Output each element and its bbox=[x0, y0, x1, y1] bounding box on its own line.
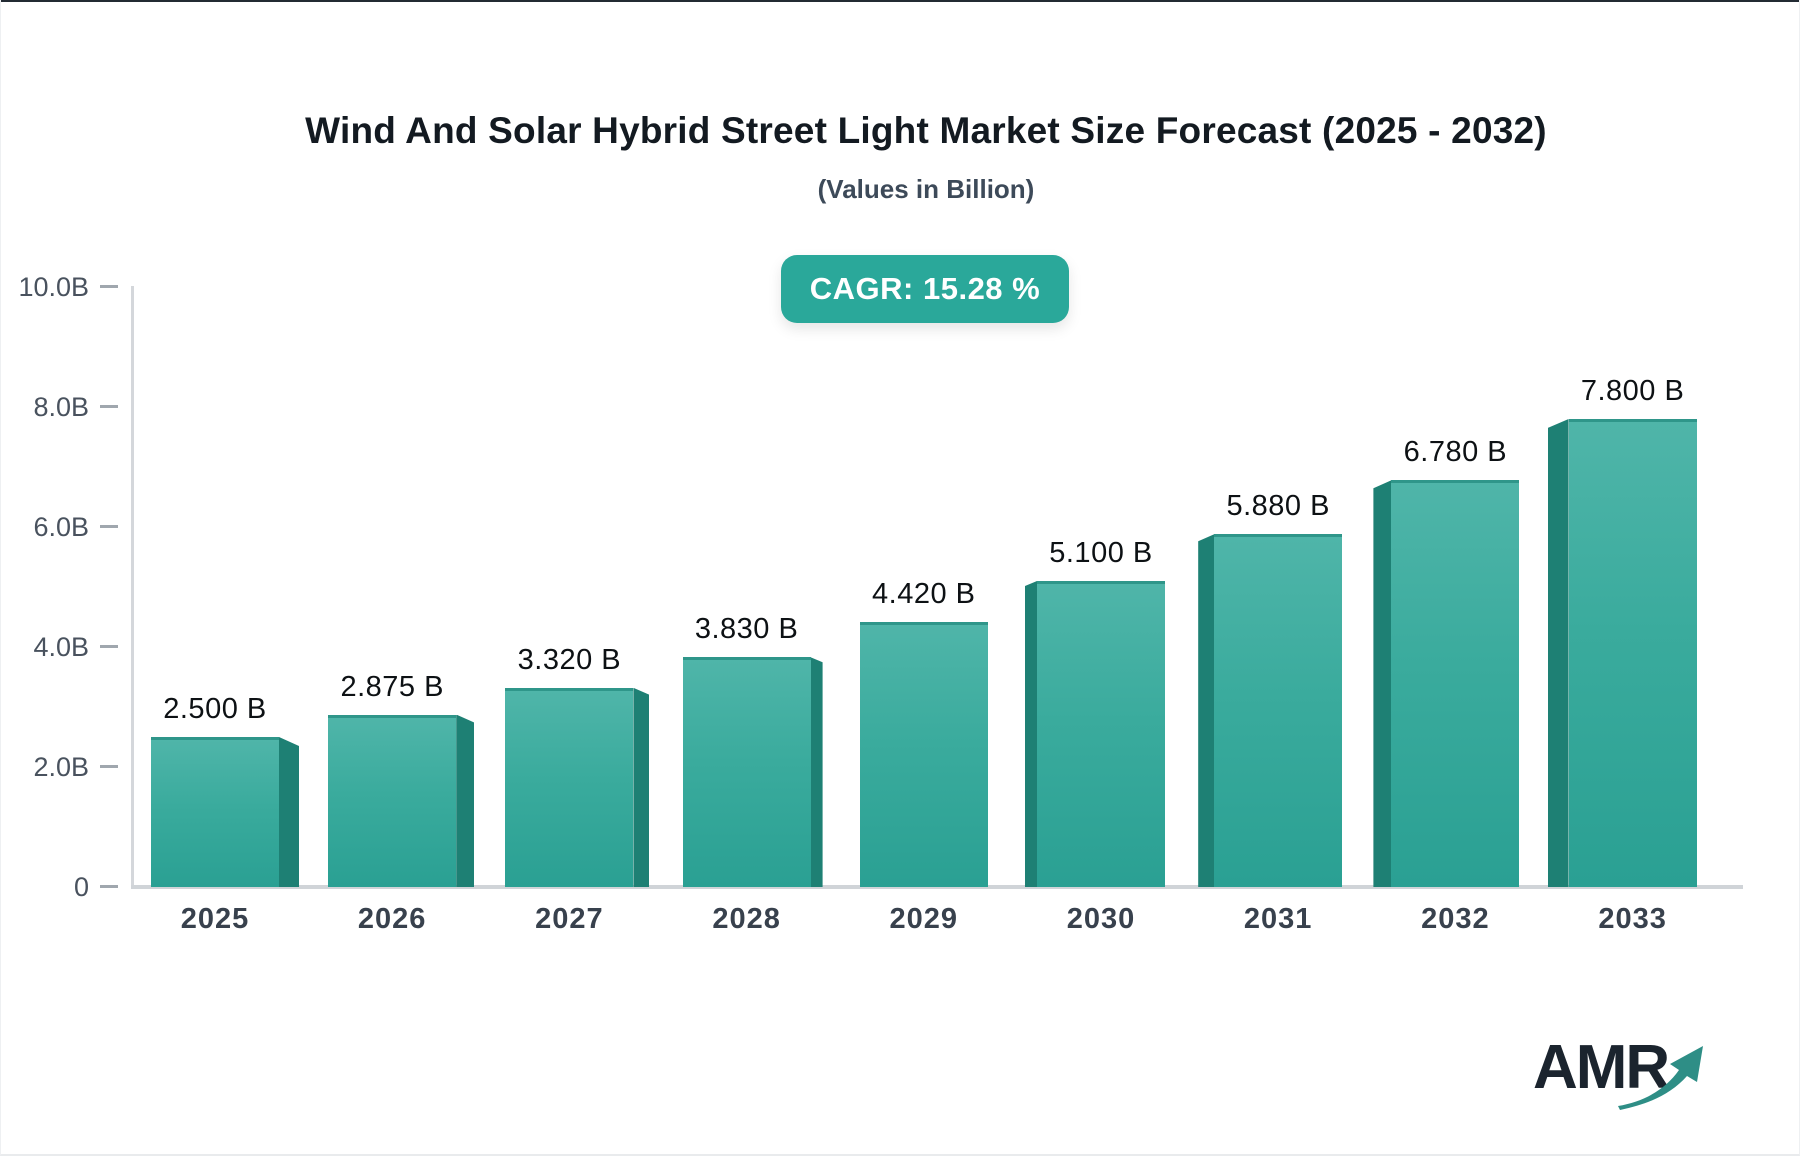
bar-value-label: 6.780 B bbox=[1403, 436, 1508, 469]
x-axis-label-2028: 2028 bbox=[712, 903, 781, 935]
bar-value-label: 5.100 B bbox=[1049, 537, 1153, 569]
bar-2025 bbox=[151, 737, 279, 887]
y-axis-tick bbox=[100, 525, 118, 528]
bar-2030 bbox=[1037, 581, 1165, 887]
bar-side-face bbox=[633, 687, 650, 887]
x-axis-line bbox=[131, 885, 1743, 889]
cagr-badge-label: CAGR: 15.28 % bbox=[809, 271, 1041, 306]
bar-side-face bbox=[1198, 534, 1215, 887]
top-edge-line bbox=[1, 0, 1799, 2]
bar-2031 bbox=[1214, 534, 1343, 887]
bar-value-label: 7.800 B bbox=[1580, 375, 1685, 407]
y-axis-label: 8.0B bbox=[33, 392, 89, 422]
bar-side-face bbox=[456, 714, 475, 887]
bar-value-label: 4.420 B bbox=[872, 577, 976, 610]
x-axis-label-2031: 2031 bbox=[1243, 903, 1313, 935]
bar-side-face bbox=[1373, 480, 1392, 887]
bar-side-face bbox=[1025, 581, 1037, 887]
bar-side-face bbox=[1547, 419, 1569, 887]
bar-side-face bbox=[279, 737, 299, 887]
bar-value-label: 2.500 B bbox=[163, 693, 267, 725]
y-axis-label: 10.0B bbox=[18, 272, 89, 302]
bar-2026 bbox=[328, 714, 457, 887]
y-axis-tick bbox=[100, 405, 118, 408]
x-axis-label-2032: 2032 bbox=[1421, 903, 1490, 935]
bar-value-label: 5.880 B bbox=[1226, 490, 1330, 523]
bar-side-face bbox=[810, 657, 823, 887]
y-axis-label: 4.0B bbox=[33, 632, 89, 662]
growth-arrow-icon bbox=[1618, 1046, 1703, 1110]
y-axis-tick bbox=[100, 885, 118, 888]
bar-value-label: 2.875 B bbox=[340, 670, 444, 703]
x-axis-label-2030: 2030 bbox=[1066, 903, 1136, 935]
cagr-badge: CAGR: 15.28 % bbox=[781, 255, 1069, 323]
amr-logo-text: AMR bbox=[1533, 1033, 1670, 1102]
x-axis-label-2027: 2027 bbox=[535, 903, 604, 935]
y-axis-line bbox=[131, 286, 134, 887]
bar-2032 bbox=[1391, 480, 1520, 887]
chart-header: Wind And Solar Hybrid Street Light Marke… bbox=[31, 0, 1800, 205]
bar-2033 bbox=[1568, 419, 1697, 887]
y-axis-label: 0 bbox=[73, 872, 89, 902]
y-axis-tick bbox=[100, 645, 118, 648]
bar-value-label: 3.830 B bbox=[694, 613, 799, 646]
y-axis-label: 2.0B bbox=[33, 752, 89, 782]
x-axis-label-2029: 2029 bbox=[889, 903, 959, 935]
chart-subtitle: (Values in Billion) bbox=[817, 174, 1035, 204]
bar-value-label: 3.320 B bbox=[517, 643, 622, 676]
x-axis-label-2026: 2026 bbox=[357, 903, 427, 935]
bar-2027 bbox=[505, 687, 634, 887]
bar-2029 bbox=[859, 621, 988, 887]
chart-title: Wind And Solar Hybrid Street Light Marke… bbox=[305, 110, 1547, 151]
bar-2028 bbox=[682, 657, 811, 887]
amr-logo: AMR bbox=[1533, 1032, 1733, 1122]
x-axis-label-2033: 2033 bbox=[1598, 903, 1667, 935]
x-axis-label-2025: 2025 bbox=[180, 903, 250, 935]
y-axis-tick bbox=[100, 765, 118, 768]
y-axis-label: 6.0B bbox=[33, 512, 89, 542]
y-axis-tick bbox=[100, 285, 118, 288]
